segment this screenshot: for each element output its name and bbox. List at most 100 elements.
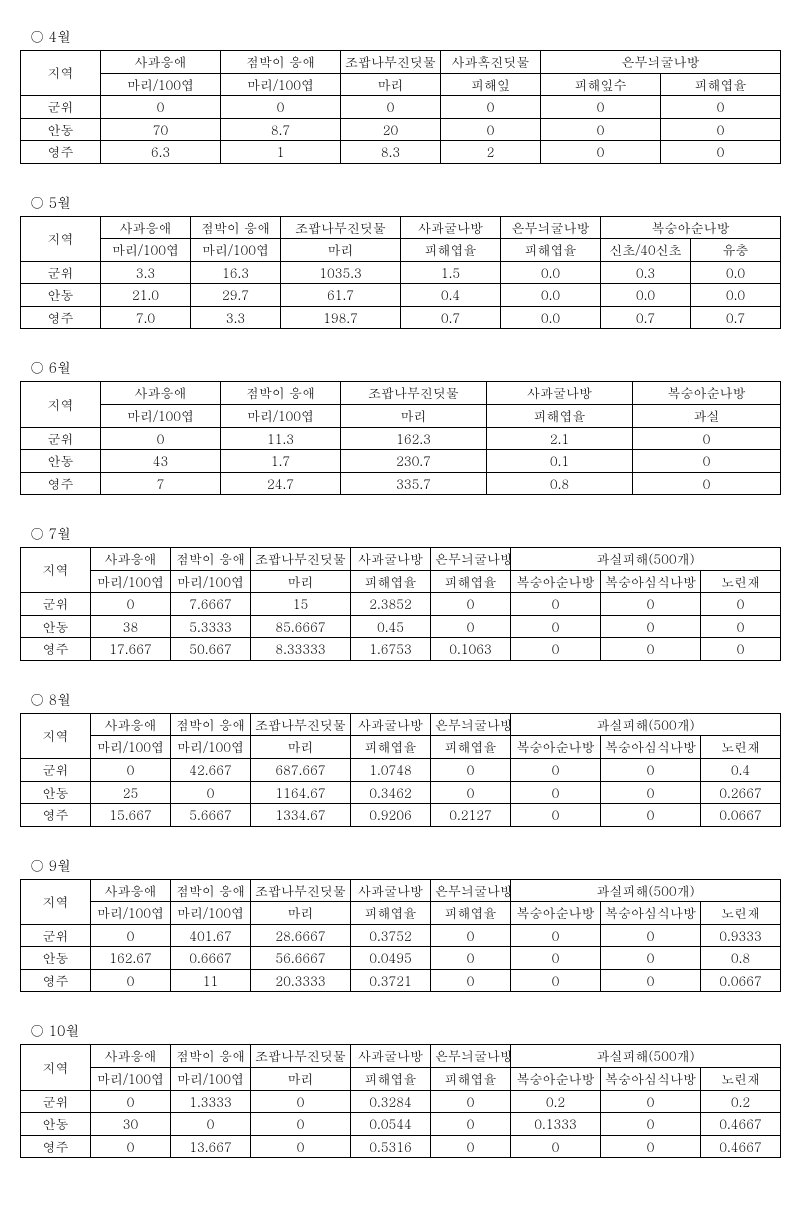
- data-cell: 1164.67: [251, 781, 351, 804]
- data-cell: 0.2667: [701, 781, 781, 804]
- data-cell: 687.667: [251, 759, 351, 782]
- table-row: 안동2501164.670.34620000.2667: [21, 781, 781, 804]
- region-cell: 군위: [21, 759, 91, 782]
- data-cell: 0.3: [601, 261, 691, 284]
- data-cell: 2: [441, 141, 541, 164]
- data-cell: 162.3: [341, 427, 487, 450]
- column-subheader: 마리/100엽: [91, 1067, 171, 1090]
- column-header: 과실피해(500개): [511, 879, 781, 902]
- data-cell: 0: [91, 759, 171, 782]
- data-cell: 0.2127: [431, 804, 511, 827]
- data-cell: 0: [633, 427, 781, 450]
- column-subheader: 마리/100엽: [101, 73, 221, 96]
- data-cell: 0: [91, 1135, 171, 1158]
- data-cell: 0: [431, 593, 511, 616]
- region-cell: 군위: [21, 427, 101, 450]
- region-cell: 안동: [21, 947, 91, 970]
- data-cell: 42.667: [171, 759, 251, 782]
- data-cell: 0: [701, 593, 781, 616]
- data-cell: 0: [251, 1113, 351, 1136]
- region-cell: 군위: [21, 1090, 91, 1113]
- data-cell: 8.33333: [251, 638, 351, 661]
- data-cell: 0.7: [601, 306, 691, 329]
- data-cell: 0.0: [501, 306, 601, 329]
- data-cell: 20.3333: [251, 969, 351, 992]
- data-cell: 0.3752: [351, 924, 431, 947]
- column-header: 은무늬굴나방: [541, 51, 781, 74]
- data-cell: 0: [633, 450, 781, 473]
- data-cell: 0: [661, 96, 781, 119]
- data-cell: 0: [431, 1090, 511, 1113]
- column-subheader: 과실: [633, 405, 781, 428]
- column-header: 사과응애: [101, 51, 221, 74]
- column-subheader: 복숭아심식나방: [601, 736, 701, 759]
- data-cell: 0: [431, 615, 511, 638]
- data-cell: 0.0544: [351, 1113, 431, 1136]
- data-cell: 0: [511, 593, 601, 616]
- data-cell: 0.7: [401, 306, 501, 329]
- table-row: 영주01120.33330.37210000.0667: [21, 969, 781, 992]
- column-subheader: 피해엽율: [351, 902, 431, 925]
- data-cell: 0.1: [487, 450, 633, 473]
- column-subheader: 마리/100엽: [191, 239, 281, 262]
- data-cell: 1: [221, 141, 341, 164]
- column-header: 은무늬굴나방: [431, 548, 511, 571]
- table-row: 군위042.667687.6671.07480000.4: [21, 759, 781, 782]
- column-header: 점박이 응애: [171, 713, 251, 736]
- data-cell: 0.0: [691, 284, 781, 307]
- data-cell: 0: [511, 759, 601, 782]
- region-cell: 영주: [21, 804, 91, 827]
- data-cell: 0: [601, 947, 701, 970]
- column-header: 조팝나무진딧물: [251, 548, 351, 571]
- data-cell: 0: [601, 969, 701, 992]
- column-subheader: 마리: [251, 736, 351, 759]
- data-cell: 198.7: [281, 306, 401, 329]
- data-cell: 0: [601, 781, 701, 804]
- data-cell: 0: [91, 969, 171, 992]
- data-cell: 0: [431, 947, 511, 970]
- column-subheader: 마리: [251, 570, 351, 593]
- column-subheader: 마리/100엽: [171, 1067, 251, 1090]
- region-cell: 군위: [21, 924, 91, 947]
- data-cell: 8.3: [341, 141, 441, 164]
- data-cell: 0.8: [487, 472, 633, 495]
- data-table: 지역사과응애점박이 응애조팝나무진딧물사과굴나방은무늬굴나방과실피해(500개)…: [20, 879, 781, 993]
- data-cell: 20: [341, 118, 441, 141]
- data-cell: 8.7: [221, 118, 341, 141]
- data-cell: 0: [601, 804, 701, 827]
- data-cell: 0: [431, 1135, 511, 1158]
- column-subheader: 마리/100엽: [171, 570, 251, 593]
- data-cell: 0.0: [501, 261, 601, 284]
- column-header: 은무늬굴나방: [431, 1045, 511, 1068]
- data-cell: 0.0: [691, 261, 781, 284]
- column-header: 조팝나무진딧물: [251, 1045, 351, 1068]
- data-cell: 0: [431, 969, 511, 992]
- column-header: 지역: [21, 51, 101, 96]
- data-cell: 162.67: [91, 947, 171, 970]
- data-cell: 0.1063: [431, 638, 511, 661]
- data-cell: 61.7: [281, 284, 401, 307]
- column-header: 조팝나무진딧물: [341, 382, 487, 405]
- data-cell: 25: [91, 781, 171, 804]
- region-cell: 군위: [21, 96, 101, 119]
- data-cell: 0: [601, 759, 701, 782]
- column-header: 사과응애: [91, 1045, 171, 1068]
- data-cell: 0.2: [511, 1090, 601, 1113]
- column-subheader: 복숭아순나방: [511, 570, 601, 593]
- month-section: ○ 8월지역사과응애점박이 응애조팝나무진딧물사과굴나방은무늬굴나방과실피해(5…: [20, 689, 775, 827]
- data-cell: 0: [171, 1113, 251, 1136]
- data-cell: 0.0: [501, 284, 601, 307]
- region-cell: 영주: [21, 306, 101, 329]
- data-cell: 0: [91, 593, 171, 616]
- column-header: 지역: [21, 548, 91, 593]
- data-cell: 0: [91, 924, 171, 947]
- column-header: 점박이 응애: [221, 51, 341, 74]
- data-cell: 0.3721: [351, 969, 431, 992]
- column-header: 과실피해(500개): [511, 1045, 781, 1068]
- column-header: 지역: [21, 879, 91, 924]
- column-subheader: 피해엽율: [401, 239, 501, 262]
- column-header: 사과응애: [91, 713, 171, 736]
- column-header: 지역: [21, 1045, 91, 1090]
- column-header: 과실피해(500개): [511, 713, 781, 736]
- data-cell: 21.0: [101, 284, 191, 307]
